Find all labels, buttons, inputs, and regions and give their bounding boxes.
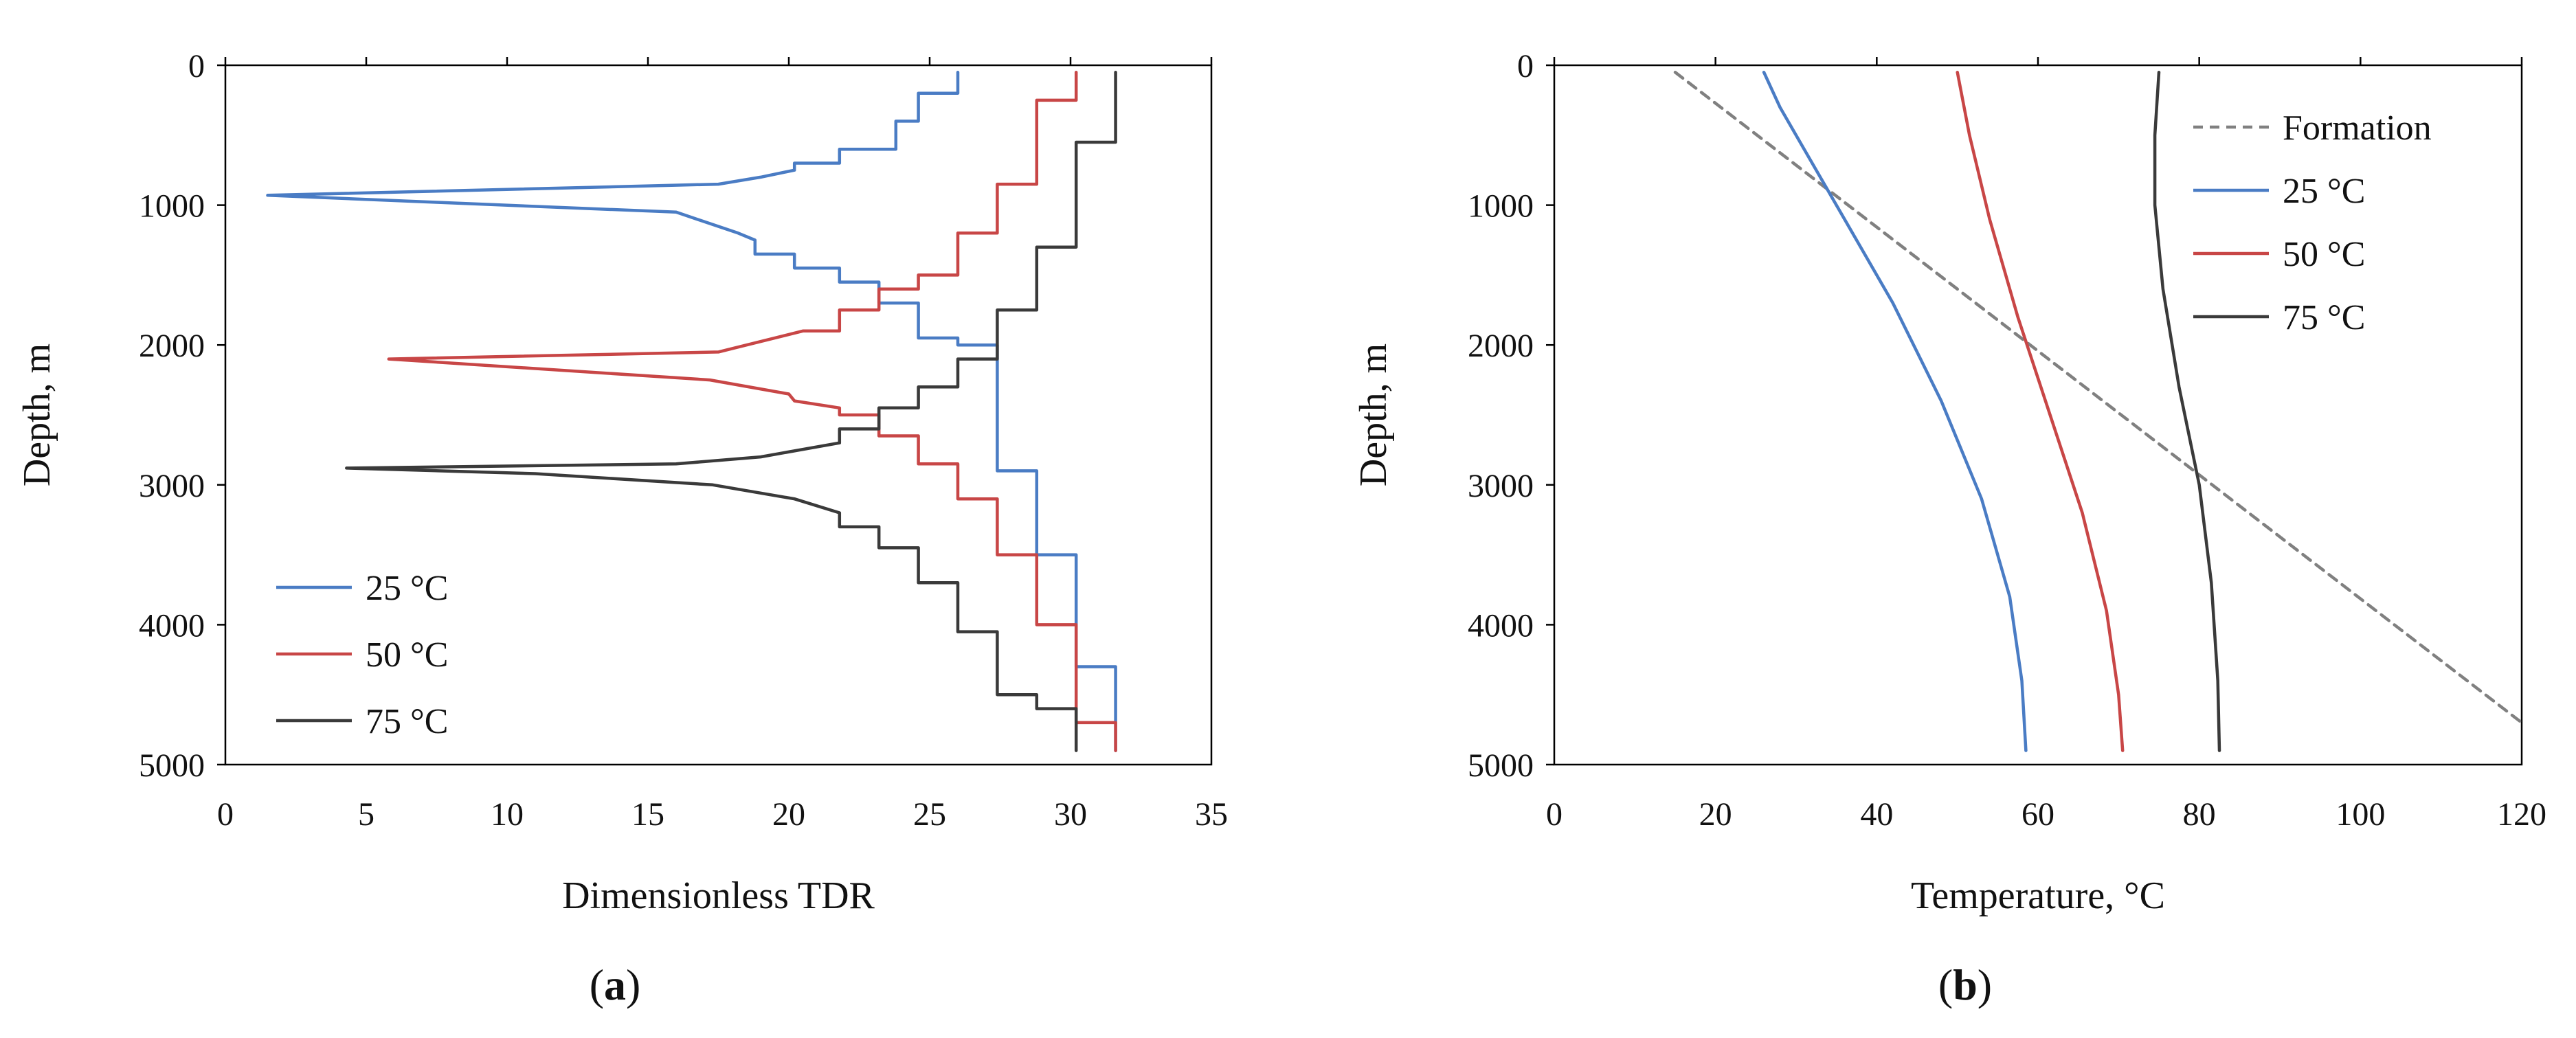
x-tick-label: 100 bbox=[2336, 796, 2385, 833]
x-axis-label: Temperature, °C bbox=[1911, 875, 2165, 917]
panel-label: (b) bbox=[1938, 960, 1992, 1009]
y-tick-label: 2000 bbox=[139, 328, 205, 364]
x-tick-label: 120 bbox=[2497, 796, 2546, 833]
y-tick-label: 5000 bbox=[139, 747, 205, 784]
series-line-25-c bbox=[266, 70, 1117, 752]
series-line-formation bbox=[1673, 70, 2524, 725]
legend-entry: 50 °C bbox=[366, 635, 448, 675]
series-line-50-c bbox=[1956, 70, 2125, 752]
x-axis-label: Dimensionless TDR bbox=[562, 875, 875, 917]
plot-area-frame bbox=[1553, 64, 2523, 766]
x-tick-label: 40 bbox=[1860, 796, 1893, 833]
y-tick-label: 1000 bbox=[1468, 188, 1534, 225]
y-tick-label: 5000 bbox=[1468, 747, 1534, 784]
y-tick-label: 3000 bbox=[1468, 468, 1534, 504]
series-line-75-c bbox=[2153, 70, 2221, 752]
panel-label-close: ) bbox=[1978, 960, 1992, 1009]
x-tick-label: 25 bbox=[913, 796, 946, 833]
legend-entry: 75 °C bbox=[366, 702, 448, 741]
x-tick-label: 5 bbox=[358, 796, 374, 833]
x-tick-label: 30 bbox=[1054, 796, 1087, 833]
x-tick-label: 20 bbox=[772, 796, 805, 833]
x-tick-label: 0 bbox=[1546, 796, 1563, 833]
y-tick-label: 4000 bbox=[139, 607, 205, 644]
x-tick-label: 35 bbox=[1195, 796, 1228, 833]
legend-entry: 25 °C bbox=[2283, 172, 2365, 211]
legend-entry: 25 °C bbox=[366, 569, 448, 608]
panel-label-close: ) bbox=[626, 960, 640, 1009]
legend-entry: Formation bbox=[2283, 109, 2432, 148]
y-axis-label: Depth, m bbox=[1352, 343, 1395, 486]
y-tick-label: 0 bbox=[1517, 48, 1534, 84]
series-line-50-c bbox=[387, 70, 1117, 752]
x-tick-label: 60 bbox=[2021, 796, 2054, 833]
plot-area-frame bbox=[224, 64, 1213, 766]
series-line-25-c bbox=[1762, 70, 2028, 752]
panel-label-letter: b bbox=[1953, 960, 1978, 1009]
y-axis-label: Depth, m bbox=[16, 343, 58, 486]
y-tick-label: 3000 bbox=[139, 468, 205, 504]
x-tick-label: 0 bbox=[217, 796, 234, 833]
legend-entry: 75 °C bbox=[2283, 298, 2365, 337]
x-tick-label: 20 bbox=[1699, 796, 1732, 833]
y-tick-label: 2000 bbox=[1468, 328, 1534, 364]
panel-label-letter: a bbox=[604, 960, 626, 1009]
legend-entry: 50 °C bbox=[2283, 235, 2365, 274]
x-tick-label: 15 bbox=[631, 796, 664, 833]
x-tick-label: 10 bbox=[491, 796, 524, 833]
x-tick-label: 80 bbox=[2183, 796, 2216, 833]
y-tick-label: 4000 bbox=[1468, 607, 1534, 644]
y-tick-label: 0 bbox=[188, 48, 205, 84]
panel-label-open: ( bbox=[1938, 960, 1953, 1009]
panel-b-chart: 0 20 40 60 80 100 120 0 1000 2000 3000 4000 5000 Temp… bbox=[1352, 48, 2546, 1009]
y-tick-label: 1000 bbox=[139, 188, 205, 225]
panel-a-chart: 0 5 10 15 20 25 30 35 0 1000 2000 3000 4000 5000 Dimen… bbox=[16, 48, 1228, 1009]
panel-label-open: ( bbox=[590, 960, 604, 1009]
series-line-75-c bbox=[345, 70, 1117, 752]
panel-label: (a) bbox=[590, 960, 641, 1009]
